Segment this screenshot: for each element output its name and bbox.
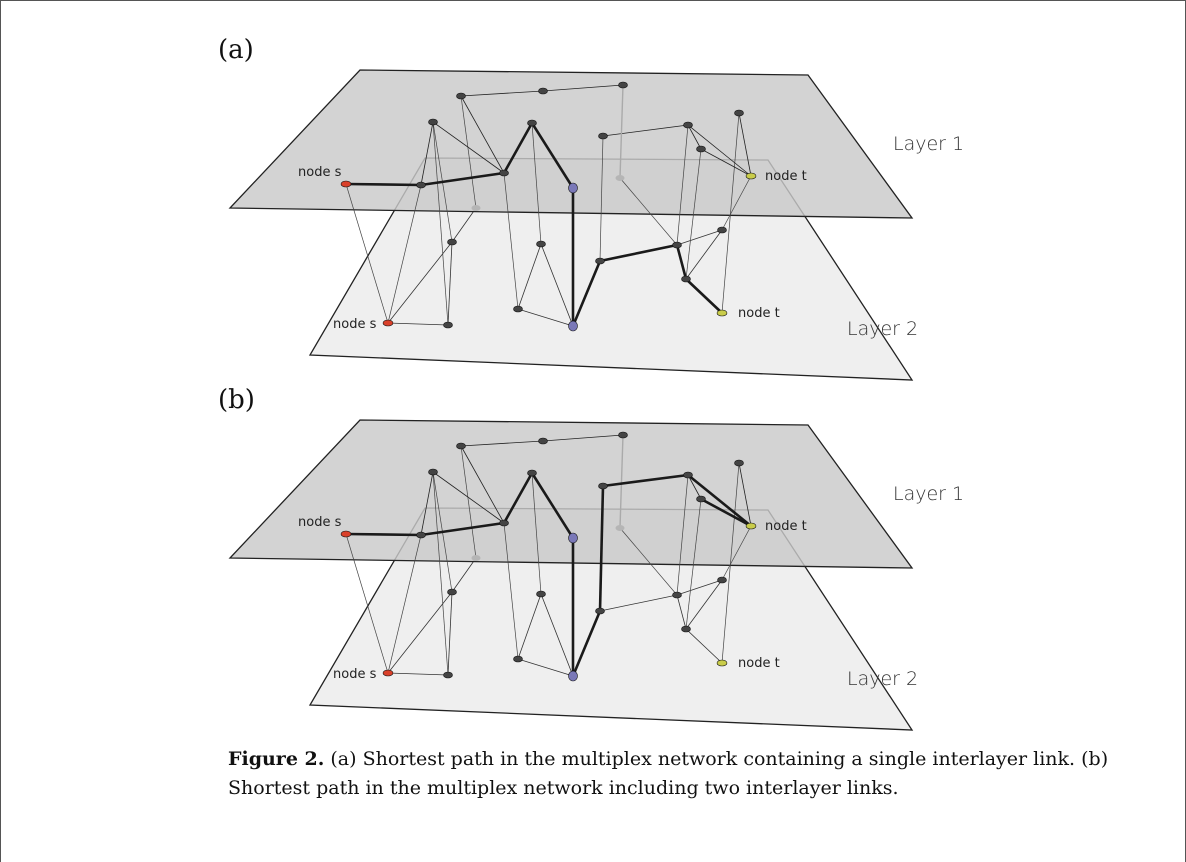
layer-2-edges [387, 557, 723, 677]
interlayer-node-top-b [568, 532, 578, 544]
caption-text: (a) Shortest path in the multiplex netwo… [228, 748, 1109, 799]
nodes-a [340, 81, 757, 332]
node-s-top-label: node s [298, 515, 342, 530]
interlayer-node-top-a [568, 182, 578, 194]
layer-1-plane [228, 419, 914, 569]
interlayer-links [345, 445, 752, 676]
node-s-bottom-label: node s [333, 667, 377, 682]
interlayer-links [345, 95, 752, 326]
figure-caption: Figure 2. (a) Shortest path in the multi… [228, 745, 1168, 803]
layer-1-label: Layer 1 [893, 133, 964, 155]
panel-a: (a) [218, 35, 964, 381]
nodes-b [340, 431, 757, 682]
layer-2-label: Layer 2 [847, 668, 918, 690]
layer-2-edges [387, 207, 723, 327]
node-s-bottom-a [382, 319, 394, 327]
node-t-bottom-label: node t [738, 306, 780, 321]
node-t-top-label: node t [765, 519, 807, 534]
panel-a-label: (a) [218, 35, 254, 65]
figure-number: Figure 2. [228, 748, 325, 770]
layer-1-plane [228, 69, 914, 219]
node-t-top-label: node t [765, 169, 807, 184]
interlayer-node-bottom-b [568, 670, 578, 682]
node-s-bottom-b [382, 669, 394, 677]
node-t-bottom-b [716, 659, 728, 667]
node-s-bottom-label: node s [333, 317, 377, 332]
node-t-bottom-a [716, 309, 728, 317]
node-t-bottom-label: node t [738, 656, 780, 671]
node-s-top-b [340, 530, 352, 538]
layer-2-label: Layer 2 [847, 318, 918, 340]
layer-1-edges [420, 434, 752, 536]
panel-b: (b) [218, 385, 964, 731]
layer-1-edges [420, 84, 752, 186]
layer-1-label: Layer 1 [893, 483, 964, 505]
panel-b-label: (b) [218, 385, 255, 415]
node-t-top-a [745, 172, 757, 180]
interlayer-node-bottom-a [568, 320, 578, 332]
node-t-top-b [745, 522, 757, 530]
node-s-top-a [340, 180, 352, 188]
node-s-top-label: node s [298, 165, 342, 180]
